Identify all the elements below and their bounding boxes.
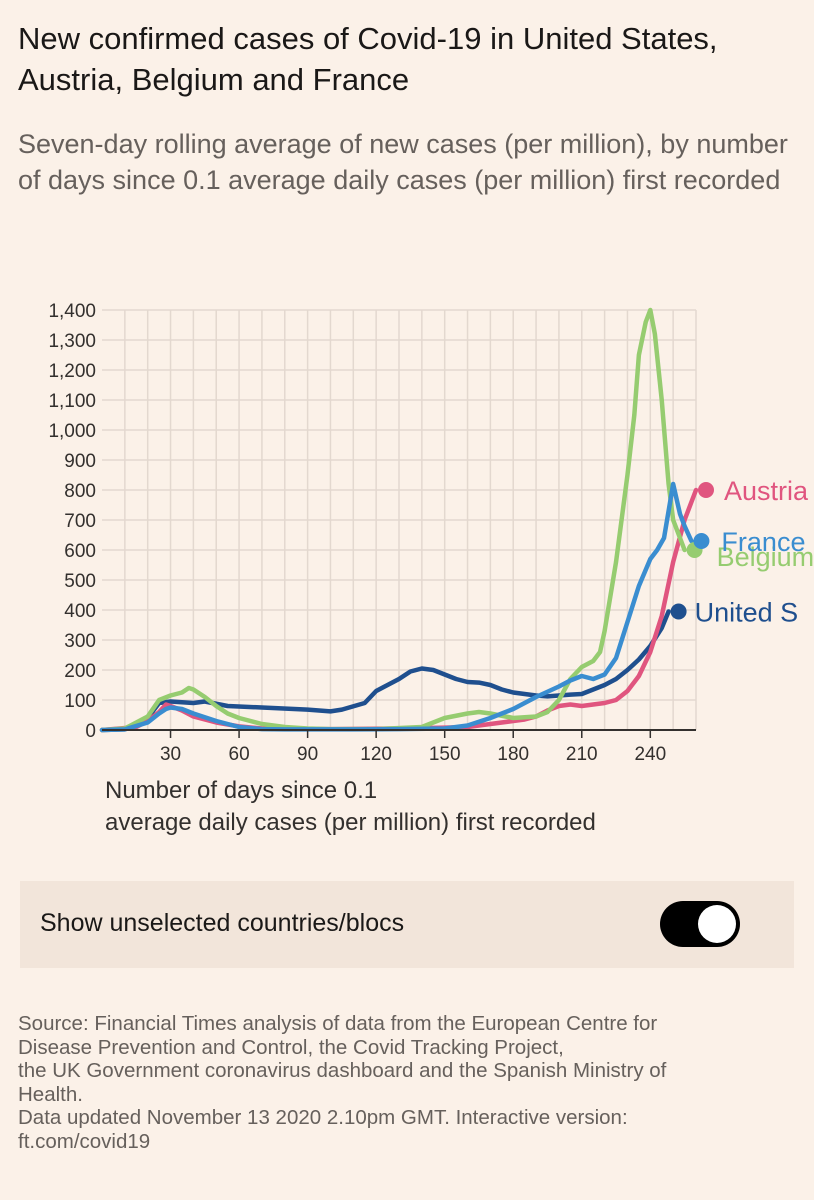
source-line: Source: Financial Times analysis of data… [18, 1012, 658, 1035]
x-tick-label: 180 [497, 744, 529, 765]
y-tick-label: 600 [64, 541, 96, 562]
interactive-link[interactable]: ft.com/covid19 [18, 1129, 151, 1153]
chart-axes: 0 100 200 300 400 500 600 700 800 900 1,000 1,100 1,… [48, 301, 696, 765]
series-end-label: Austria [724, 476, 809, 506]
x-axis-label: Number of days since 0.1 average daily ca… [105, 777, 596, 836]
source-line: Health. [18, 1082, 83, 1106]
y-tick-label: 800 [64, 481, 96, 502]
series-end-label: Belgium [717, 542, 814, 572]
x-axis-label-line: average daily cases (per million) first … [105, 809, 596, 836]
x-tick-label: 210 [566, 744, 598, 765]
x-axis-label-line: Number of days since 0.1 [105, 777, 377, 804]
y-tick-label: 1,000 [48, 421, 96, 442]
y-tick-label: 700 [64, 511, 96, 532]
x-tick-label: 150 [429, 744, 461, 765]
chart-grid [102, 309, 697, 730]
unselected-countries-toggle[interactable] [660, 901, 740, 947]
end-marker-france [693, 533, 710, 549]
y-tick-label: 1,300 [48, 331, 96, 352]
x-tick-label: 240 [634, 744, 666, 765]
chart-end-markers [670, 482, 714, 620]
series-end-label: United S [695, 598, 799, 628]
series-end-label: France [721, 527, 805, 557]
y-tick-label: 1,100 [48, 391, 96, 412]
line-chart: 0 100 200 300 400 500 600 700 800 900 1,000 1,100 1,… [48, 301, 814, 836]
source-line: the UK Government coronavirus dashboard … [18, 1059, 667, 1082]
end-marker-austria [698, 482, 714, 498]
source-note: Source: Financial Times analysis of data… [18, 1012, 798, 1153]
toggle-knob [698, 905, 736, 943]
y-tick-label: 500 [64, 571, 96, 592]
x-tick-label: 30 [160, 744, 181, 765]
y-tick-label: 400 [64, 601, 96, 622]
updated-line: Data updated November 13 2020 2.10pm GMT… [18, 1106, 628, 1129]
chart-series [99, 307, 699, 733]
series-line-france [99, 481, 694, 733]
end-marker-united-states [670, 603, 687, 620]
y-tick-label: 300 [64, 631, 96, 652]
y-tick-label: 200 [64, 661, 96, 682]
y-tick-label: 0 [85, 721, 96, 742]
chart-subtitle: Seven-day rolling average of new cases (… [18, 129, 788, 195]
y-tick-label: 900 [64, 451, 96, 472]
source-line: Disease Prevention and Control, the Covi… [18, 1035, 564, 1059]
series-line-belgium [99, 307, 687, 733]
y-tick-label: 100 [64, 691, 96, 712]
x-tick-label: 60 [229, 744, 250, 765]
chart-title: New confirmed cases of Covid-19 in Unite… [18, 21, 718, 97]
toggle-label: Show unselected countries/blocs [40, 909, 405, 937]
x-tick-label: 90 [297, 744, 318, 765]
y-tick-label: 1,400 [48, 301, 96, 322]
y-tick-label: 1,200 [48, 361, 96, 382]
toggle-panel: Show unselected countries/blocs [20, 881, 794, 968]
x-tick-label: 120 [360, 744, 392, 765]
